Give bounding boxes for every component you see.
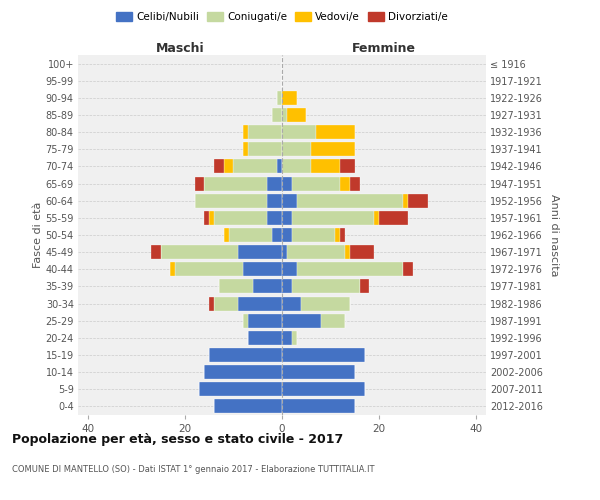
Bar: [209, 211, 214, 225]
Bar: [282, 125, 316, 139]
Bar: [292, 228, 335, 242]
Bar: [287, 108, 306, 122]
Bar: [248, 125, 282, 139]
Bar: [219, 280, 253, 293]
Bar: [243, 142, 248, 156]
Bar: [282, 176, 292, 190]
Bar: [204, 211, 209, 225]
Bar: [321, 314, 345, 328]
Bar: [282, 211, 292, 225]
Bar: [248, 142, 282, 156]
Bar: [243, 314, 248, 328]
Bar: [243, 125, 248, 139]
Bar: [268, 194, 282, 207]
Bar: [272, 228, 282, 242]
Bar: [238, 296, 282, 310]
Text: Femmine: Femmine: [352, 42, 416, 55]
Bar: [335, 228, 340, 242]
Bar: [209, 348, 282, 362]
Bar: [408, 194, 428, 207]
Legend: Celibi/Nubili, Coniugati/e, Vedovi/e, Divorziati/e: Celibi/Nubili, Coniugati/e, Vedovi/e, Di…: [112, 8, 452, 26]
Bar: [204, 365, 282, 379]
Bar: [248, 331, 282, 345]
Bar: [175, 262, 243, 276]
Bar: [282, 160, 311, 173]
Bar: [268, 211, 282, 225]
Bar: [282, 245, 287, 259]
Bar: [350, 245, 374, 259]
Bar: [345, 245, 350, 259]
Bar: [282, 314, 321, 328]
Bar: [379, 211, 408, 225]
Bar: [224, 160, 233, 173]
Bar: [268, 176, 282, 190]
Bar: [209, 296, 214, 310]
Bar: [194, 176, 204, 190]
Bar: [282, 194, 296, 207]
Bar: [282, 108, 287, 122]
Bar: [296, 194, 403, 207]
Text: COMUNE DI MANTELLO (SO) - Dati ISTAT 1° gennaio 2017 - Elaborazione TUTTITALIA.I: COMUNE DI MANTELLO (SO) - Dati ISTAT 1° …: [12, 466, 374, 474]
Bar: [277, 91, 282, 105]
Bar: [340, 176, 350, 190]
Bar: [170, 262, 175, 276]
Bar: [229, 228, 272, 242]
Bar: [282, 331, 292, 345]
Bar: [282, 296, 301, 310]
Y-axis label: Fasce di età: Fasce di età: [32, 202, 43, 268]
Bar: [282, 400, 355, 413]
Bar: [316, 125, 355, 139]
Bar: [277, 160, 282, 173]
Bar: [214, 400, 282, 413]
Bar: [194, 194, 268, 207]
Bar: [340, 228, 345, 242]
Bar: [292, 280, 360, 293]
Bar: [403, 262, 413, 276]
Text: Popolazione per età, sesso e stato civile - 2017: Popolazione per età, sesso e stato civil…: [12, 432, 343, 446]
Bar: [199, 382, 282, 396]
Bar: [282, 382, 365, 396]
Bar: [287, 245, 345, 259]
Bar: [282, 365, 355, 379]
Bar: [282, 348, 365, 362]
Bar: [243, 262, 282, 276]
Bar: [311, 142, 355, 156]
Bar: [214, 160, 224, 173]
Bar: [311, 160, 340, 173]
Bar: [360, 280, 370, 293]
Bar: [214, 211, 268, 225]
Bar: [403, 194, 408, 207]
Bar: [301, 296, 350, 310]
Bar: [238, 245, 282, 259]
Bar: [282, 91, 296, 105]
Bar: [272, 108, 282, 122]
Bar: [282, 280, 292, 293]
Bar: [292, 176, 340, 190]
Bar: [282, 142, 311, 156]
Bar: [248, 314, 282, 328]
Bar: [292, 331, 296, 345]
Bar: [224, 228, 229, 242]
Bar: [350, 176, 360, 190]
Bar: [374, 211, 379, 225]
Y-axis label: Anni di nascita: Anni di nascita: [548, 194, 559, 276]
Bar: [340, 160, 355, 173]
Bar: [161, 245, 238, 259]
Bar: [214, 296, 238, 310]
Bar: [282, 228, 292, 242]
Bar: [253, 280, 282, 293]
Bar: [233, 160, 277, 173]
Bar: [282, 262, 296, 276]
Text: Maschi: Maschi: [155, 42, 205, 55]
Bar: [151, 245, 161, 259]
Bar: [296, 262, 403, 276]
Bar: [292, 211, 374, 225]
Bar: [204, 176, 268, 190]
